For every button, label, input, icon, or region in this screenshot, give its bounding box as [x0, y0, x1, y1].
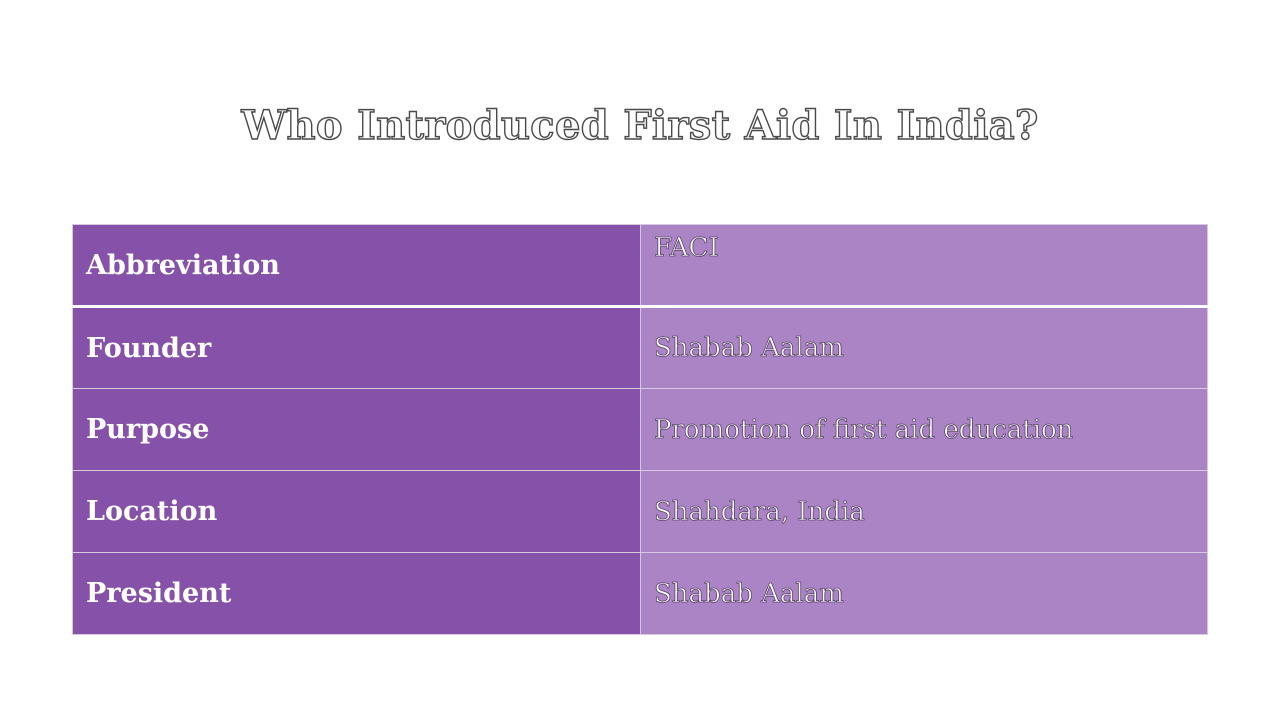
- row-value-founder: Shabab Aalam: [640, 306, 1208, 389]
- table-row-abbreviation: Abbreviation FACI: [72, 224, 1208, 308]
- table-row-president: President Shabab Aalam: [72, 552, 1208, 635]
- row-key-abbreviation: Abbreviation: [72, 224, 641, 308]
- row-key-founder: Founder: [72, 306, 641, 389]
- table-row-purpose: Purpose Promotion of first aid education: [72, 388, 1208, 471]
- row-key-location: Location: [72, 470, 641, 553]
- row-value-president: Shabab Aalam: [640, 552, 1208, 635]
- row-value-abbreviation: FACI: [640, 224, 1208, 308]
- row-value-location: Shahdara, India: [640, 470, 1208, 553]
- row-value-purpose: Promotion of first aid education: [640, 388, 1208, 471]
- table-row-founder: Founder Shabab Aalam: [72, 306, 1208, 389]
- info-table: Abbreviation FACI Founder Shabab Aalam P…: [72, 224, 1208, 635]
- row-key-president: President: [72, 552, 641, 635]
- table-row-location: Location Shahdara, India: [72, 470, 1208, 553]
- page-title: Who Introduced First Aid In India?: [241, 101, 1039, 149]
- row-key-purpose: Purpose: [72, 388, 641, 471]
